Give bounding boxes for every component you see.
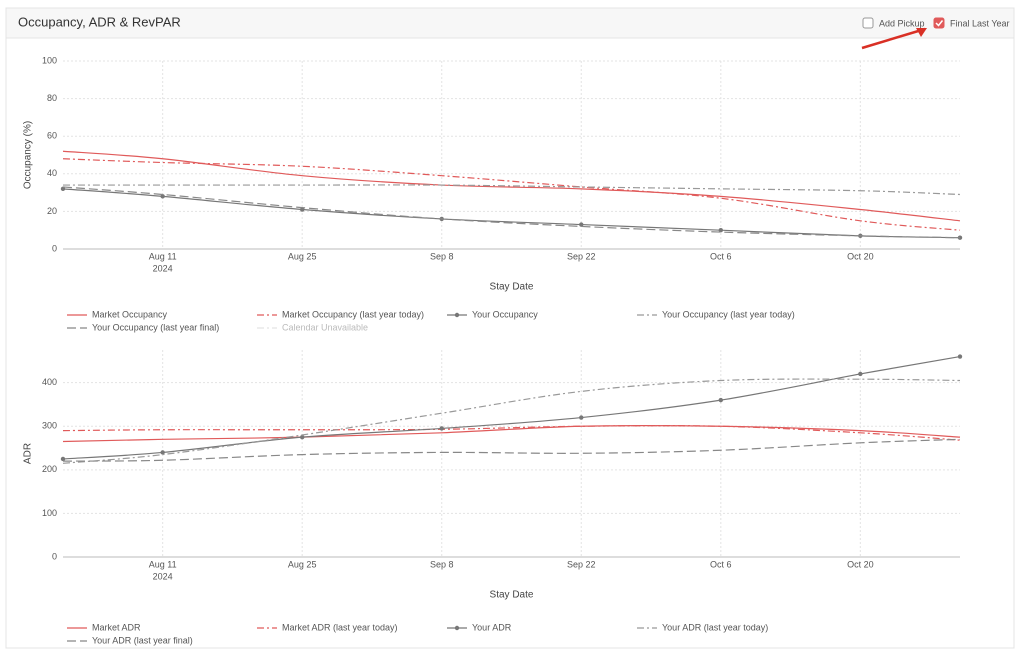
y-tick-label: 40 [47,168,57,178]
point [957,354,963,359]
y-tick-label: 200 [42,464,57,474]
series-line [62,424,961,443]
x-tick-label: Sep 22 [567,251,596,261]
x-tick-label: Sep 8 [430,559,454,569]
y-tick-label: 80 [47,93,57,103]
x-tick-label: Oct 6 [710,251,732,261]
annotation-arrowhead [916,28,927,37]
annotation-arrow [861,27,926,50]
panel-title: Occupancy, ADR & RevPAR [18,14,181,29]
x-tick-label: Aug 11 [149,251,177,261]
y-tick-label: 0 [52,551,57,561]
point [60,456,66,462]
legend-label: Your ADR (last year today) [662,622,768,632]
legend-label: Your Occupancy (last year today) [662,309,795,319]
series-line [62,186,961,239]
x-tick-year: 2024 [153,263,173,273]
legend-label: Your Occupancy [472,309,538,319]
y-tick-label: 20 [47,206,57,216]
x-tick-label: Aug 25 [288,559,317,569]
legend-label: Market ADR (last year today) [282,622,398,632]
series-line [62,355,961,460]
point [60,186,66,192]
check-icon [935,20,944,27]
x-axis-title: Stay Date [490,282,534,293]
x-tick-label: Oct 20 [847,251,874,261]
point [439,426,444,431]
x-axis-title: Stay Date [490,590,534,601]
point [718,397,723,403]
point [718,228,723,233]
point [579,222,584,227]
series-line [62,158,961,231]
x-tick-label: Aug 11 [149,559,177,569]
y-tick-label: 100 [42,55,57,65]
point [579,415,584,420]
legend-label: Your ADR (last year final) [92,635,193,645]
legend-marker [454,625,460,631]
y-tick-label: 100 [42,508,57,518]
series-line [62,184,961,196]
legend-label: Market ADR [92,622,141,632]
point [160,450,165,455]
legend-label: Market Occupancy [92,309,168,319]
legend-label: Calendar Unavailable [282,322,368,332]
y-tick-label: 400 [42,377,57,387]
y-axis-title: ADR [23,443,34,464]
checkbox-label[interactable]: Add Pickup [879,18,925,28]
x-tick-label: Oct 6 [710,559,732,569]
legend-label: Your ADR [472,622,512,632]
legend-label: Your Occupancy (last year final) [92,322,219,332]
y-tick-label: 0 [52,243,57,253]
x-tick-label: Sep 8 [430,251,454,261]
checkbox[interactable] [933,17,945,29]
x-tick-label: Aug 25 [288,251,317,261]
checkbox[interactable] [862,17,874,29]
y-tick-label: 60 [47,131,57,141]
panel [5,7,1015,649]
x-tick-year: 2024 [153,571,173,581]
point [300,434,305,440]
series-line [62,150,961,222]
legend-label: Market Occupancy (last year today) [282,309,424,319]
y-tick-label: 300 [42,421,57,431]
legend-marker [454,312,460,318]
checkbox-label[interactable]: Final Last Year [950,18,1010,28]
series-line [62,425,961,441]
series-line [62,438,961,462]
panel-header [5,7,1015,39]
y-axis-title: Occupancy (%) [23,121,34,189]
x-tick-label: Sep 22 [567,559,596,569]
point [858,371,863,377]
x-tick-label: Oct 20 [847,559,874,569]
point [160,194,165,199]
point [300,207,305,212]
